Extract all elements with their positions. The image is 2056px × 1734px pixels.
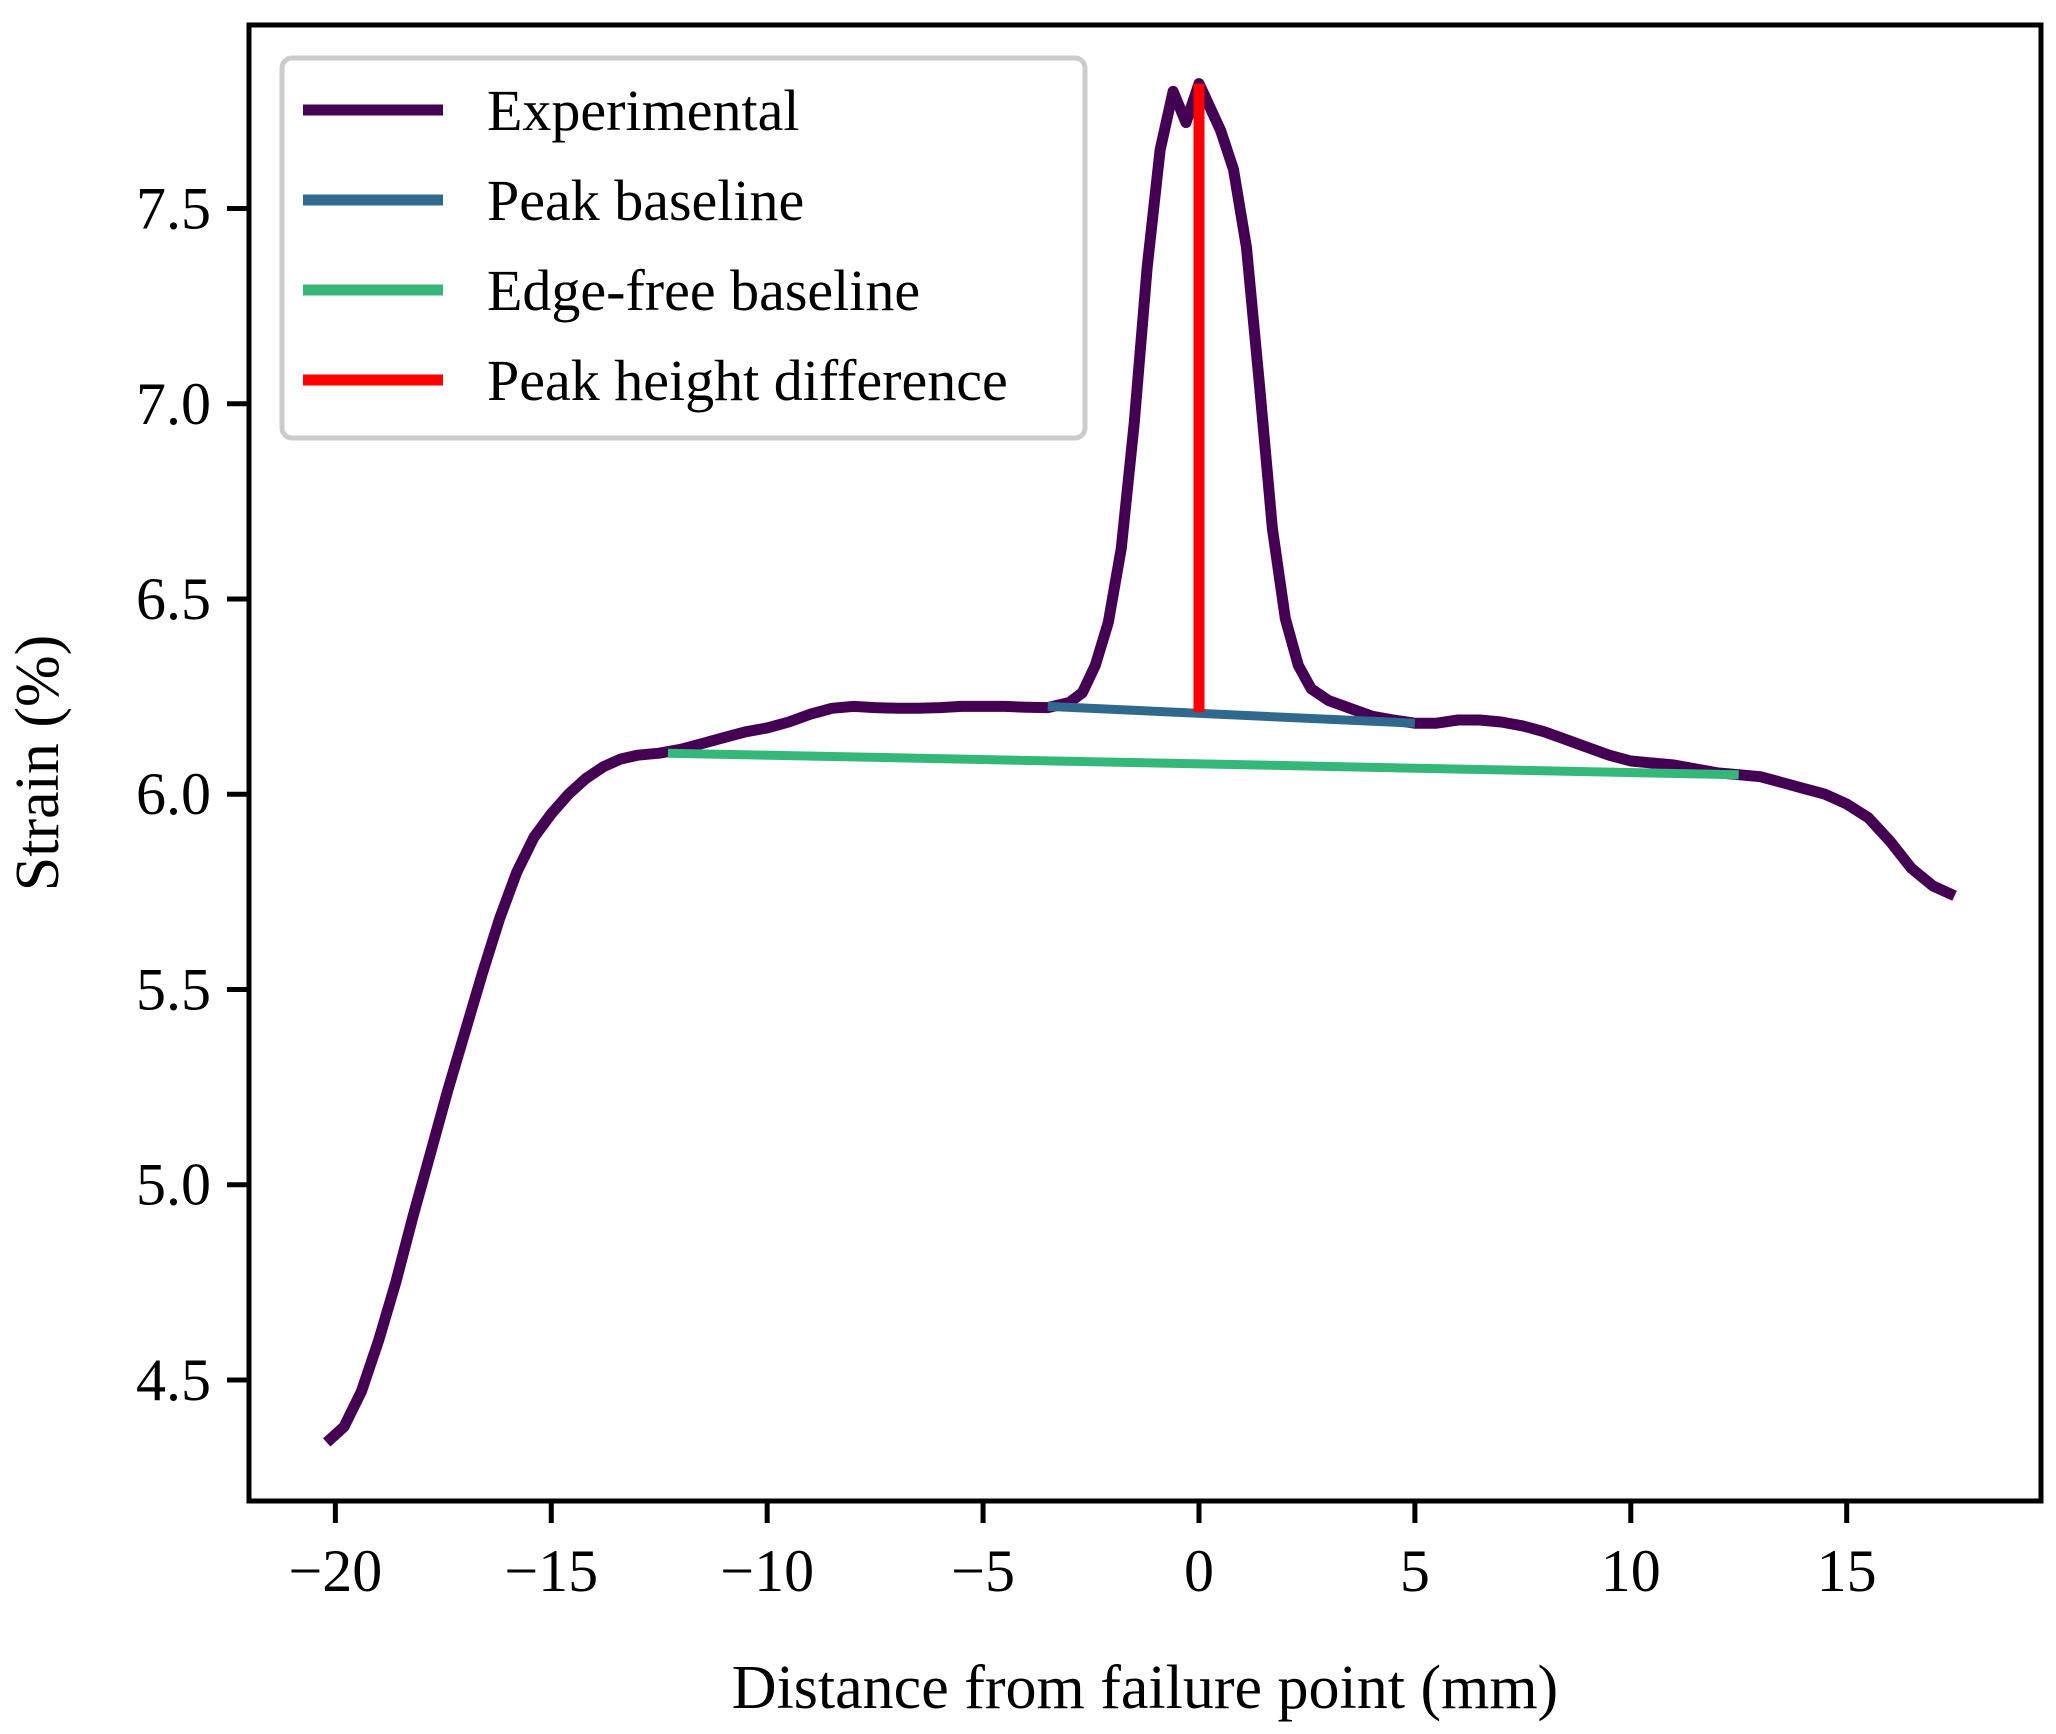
experimental-line [323,78,1957,1447]
y-tick-label: 7.5 [136,176,211,242]
edge-free-baseline-line [667,748,1739,780]
x-tick-label: −15 [504,1538,598,1604]
x-axis-label: Distance from failure point (mm) [732,1654,1558,1722]
y-axis-label: Strain (%) [4,635,72,892]
axes-frame [246,22,2044,1504]
x-tick-label: 15 [1817,1538,1877,1604]
edge-free-baseline-legend-label: Edge-free baseline [487,258,920,323]
y-tick-label: 6.5 [136,566,211,632]
y-tick-label: 5.0 [136,1152,211,1218]
legend-box [279,55,1088,441]
x-tick-label: −5 [951,1538,1015,1604]
x-tick-label: −10 [720,1538,814,1604]
experimental-legend-label: Experimental [487,78,799,143]
plot-layer [323,78,1957,1447]
y-tick-label: 7.0 [136,371,211,437]
peak-height-difference-legend-label: Peak height difference [487,348,1008,413]
x-tick-label: −20 [288,1538,382,1604]
x-tick-label: 0 [1184,1538,1214,1604]
y-tick-label: 6.0 [136,761,211,827]
y-tick-label: 4.5 [136,1347,211,1413]
x-tick-label: 10 [1601,1538,1661,1604]
x-tick-label: 5 [1400,1538,1430,1604]
y-tick-label: 5.5 [136,956,211,1022]
tick-layer: −20 −15 −10 −5 0 5 10 15 4.5 5.0 5.5 6.0 6.5 7.0 7.5 [136,176,1877,1604]
peak-baseline-line [1047,701,1416,728]
peak-baseline-legend-label: Peak baseline [487,168,804,233]
legend: Experimental Peak baseline Edge-free basel… [279,55,1088,441]
